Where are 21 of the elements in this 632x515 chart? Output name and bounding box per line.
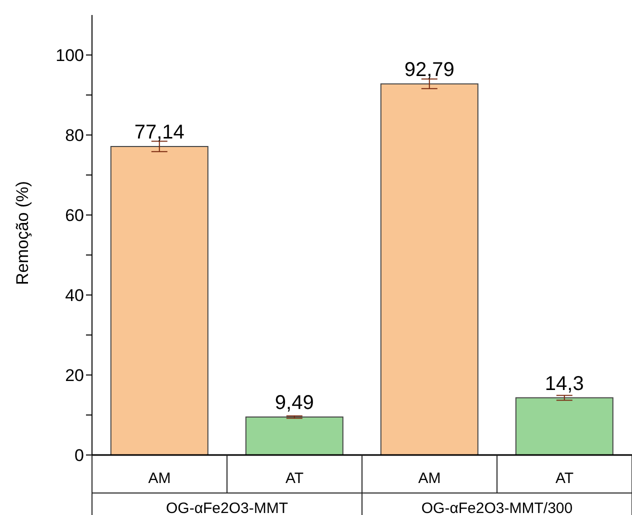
bar xyxy=(110,146,208,455)
x-tick-label: AM xyxy=(148,470,171,487)
bar xyxy=(380,83,478,455)
text: OG-αFe2O3-MMT/300 xyxy=(421,500,573,515)
y-tick-label: 60 xyxy=(65,206,84,226)
y-tick-label: 0 xyxy=(74,446,84,466)
y-tick-label: 80 xyxy=(65,126,84,146)
bar xyxy=(515,397,614,455)
data-label: 14,3 xyxy=(544,372,584,395)
text: OG-αFe2O3-MMT xyxy=(166,500,288,515)
data-label: 9,49 xyxy=(274,392,314,414)
y-axis-title: Remoção (%) xyxy=(13,181,32,285)
bar xyxy=(245,416,344,455)
y-tick-label: 20 xyxy=(65,366,84,386)
x-tick-label: AT xyxy=(555,470,574,487)
data-label: 77,14 xyxy=(134,121,184,144)
x-tick-label: AT xyxy=(285,470,304,487)
y-tick-label: 100 xyxy=(56,46,84,66)
data-label: 92,79 xyxy=(404,58,454,81)
y-tick-label: 40 xyxy=(65,286,84,306)
x-tick-label: AM xyxy=(418,470,441,487)
